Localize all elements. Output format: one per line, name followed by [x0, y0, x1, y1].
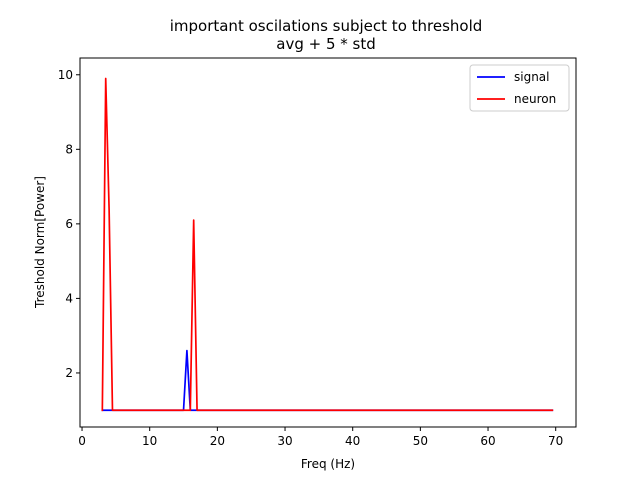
series-line-neuron	[101, 77, 554, 412]
x-tick-label: 60	[480, 434, 495, 448]
y-tick-label: 10	[58, 68, 73, 82]
x-tick-label: 30	[277, 434, 292, 448]
plot-area-frame	[79, 57, 577, 428]
legend-label-signal: signal	[514, 70, 550, 84]
y-axis-label: Treshold Norm[Power]	[33, 176, 47, 309]
chart-title: important oscilations subject to thresho…	[170, 17, 483, 35]
plot-lines	[101, 77, 554, 412]
x-tick-label: 20	[210, 434, 225, 448]
x-tick-label: 50	[413, 434, 428, 448]
y-axis-ticks: 2 4 6 8 10	[58, 68, 80, 380]
x-tick-label: 10	[142, 434, 157, 448]
legend: signal neuron	[469, 64, 570, 112]
x-axis-label: Freq (Hz)	[301, 457, 355, 471]
y-tick-label: 8	[65, 142, 73, 156]
x-tick-label: 40	[345, 434, 360, 448]
chart-subtitle: avg + 5 * std	[276, 35, 376, 53]
legend-label-neuron: neuron	[514, 92, 556, 106]
y-tick-label: 2	[65, 366, 73, 380]
y-tick-label: 6	[65, 217, 73, 231]
x-tick-label: 0	[78, 434, 86, 448]
x-axis-ticks: 0 10 20 30 40 50 60 70	[78, 427, 563, 448]
y-tick-label: 4	[65, 291, 73, 305]
x-tick-label: 70	[548, 434, 563, 448]
